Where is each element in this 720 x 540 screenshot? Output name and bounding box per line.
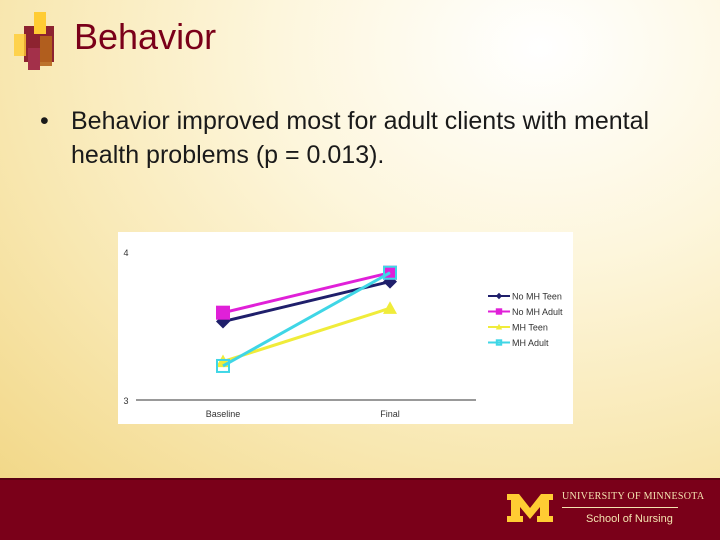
data-point bbox=[495, 323, 503, 330]
bullet-point: • Behavior improved most for adult clien… bbox=[40, 104, 690, 172]
footer-bar bbox=[0, 478, 720, 540]
legend-label: MH Adult bbox=[512, 338, 549, 348]
data-point bbox=[216, 358, 230, 373]
university-name: UNIVERSITY OF MINNESOTA bbox=[562, 491, 705, 502]
bullet-text: Behavior improved most for adult clients… bbox=[71, 107, 650, 169]
x-tick-label: Final bbox=[380, 409, 400, 419]
series-line bbox=[222, 306, 391, 363]
slide-logo-graphic bbox=[14, 12, 54, 70]
footer-divider bbox=[0, 478, 720, 480]
slide-title: Behavior bbox=[74, 16, 217, 57]
legend-label: No MH Teen bbox=[512, 292, 562, 302]
bullet-symbol: • bbox=[40, 107, 49, 135]
y-tick-label: 4 bbox=[123, 248, 128, 258]
series-line bbox=[222, 271, 391, 368]
x-tick-label: Baseline bbox=[206, 409, 241, 419]
footer-rule bbox=[562, 507, 678, 508]
data-point bbox=[383, 301, 397, 314]
legend-label: MH Teen bbox=[512, 323, 548, 333]
data-point bbox=[383, 265, 397, 280]
series-line bbox=[222, 271, 391, 315]
line-chart: 3 4 Baseline Final No MH Teen No MH Adult MH T… bbox=[118, 232, 573, 424]
data-point bbox=[495, 339, 503, 346]
data-point bbox=[216, 305, 230, 320]
data-point bbox=[495, 292, 503, 300]
school-name: School of Nursing bbox=[586, 513, 673, 525]
data-point bbox=[495, 308, 503, 315]
chart-svg: 3 4 Baseline Final No MH Teen No MH Adult MH T… bbox=[123, 248, 563, 419]
y-tick-label: 3 bbox=[123, 396, 128, 406]
legend-label: No MH Adult bbox=[512, 307, 563, 317]
university-m-logo-icon bbox=[507, 494, 553, 522]
